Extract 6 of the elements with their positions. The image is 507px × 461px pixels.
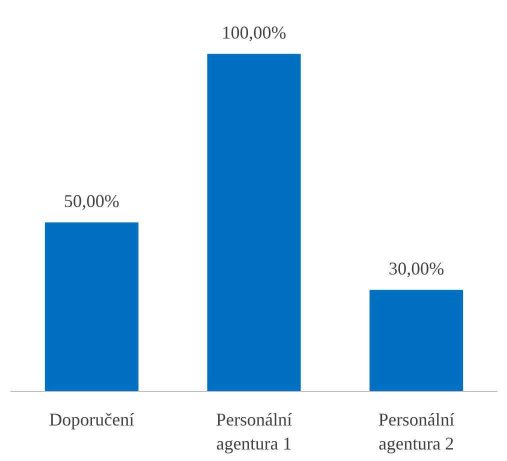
x-tick-label: Personální agentura 2 <box>378 410 454 454</box>
data-label: 30,00% <box>388 258 444 278</box>
x-tick-label: Doporučení <box>49 410 134 430</box>
data-label: 50,00% <box>64 190 120 211</box>
x-tick-label: Personální agentura 1 <box>216 410 292 454</box>
data-label: 100,00% <box>222 22 286 42</box>
